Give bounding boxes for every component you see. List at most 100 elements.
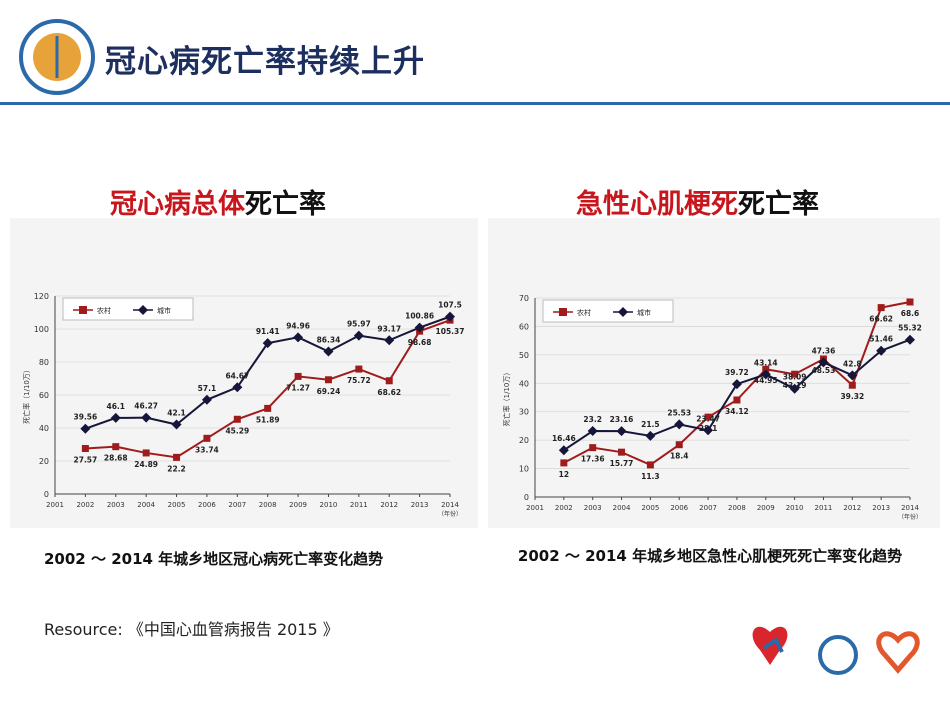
point xyxy=(733,396,741,404)
x-tick-label: 2004 xyxy=(137,501,155,509)
y-tick-label: 70 xyxy=(519,294,529,303)
point xyxy=(731,379,742,390)
x-tick-label: 2011 xyxy=(350,501,368,509)
chart-bg xyxy=(10,218,478,528)
data-label: 27.57 xyxy=(74,456,98,465)
data-label: 93.17 xyxy=(377,324,401,333)
legend-label: 城市 xyxy=(637,308,651,317)
data-label: 33.74 xyxy=(195,445,219,454)
point xyxy=(905,334,915,345)
footer-logo xyxy=(876,631,920,674)
point xyxy=(675,441,683,449)
data-label: 22.2 xyxy=(167,464,186,473)
y-tick-label: 0 xyxy=(44,490,49,499)
chart-title-black: 死亡率 xyxy=(245,189,326,220)
slide-title: 冠心病死亡率持续上升 xyxy=(105,44,425,80)
chart-caption: 2002 ～ 2014 年城乡地区冠心病死亡率变化趋势 xyxy=(44,550,384,568)
point xyxy=(789,383,800,394)
chart-title-red: 冠心病总体 xyxy=(110,189,245,220)
data-label: 47.36 xyxy=(812,346,836,355)
point xyxy=(264,404,272,412)
legend-label: 农村 xyxy=(577,308,591,317)
data-label: 23.2 xyxy=(583,415,602,424)
legend-marker xyxy=(618,307,628,317)
x-tick-label: 2005 xyxy=(168,501,186,509)
data-label: 42.8 xyxy=(843,359,862,368)
data-label: 71.27 xyxy=(286,383,310,392)
data-label: 68.6 xyxy=(901,309,920,318)
header-rule xyxy=(0,102,950,105)
point xyxy=(201,394,212,405)
data-label: 51.46 xyxy=(869,335,893,344)
data-label: 21.5 xyxy=(641,420,660,429)
legend-box xyxy=(62,297,194,321)
data-label: 39.32 xyxy=(840,392,864,401)
legend-box xyxy=(542,299,674,323)
point xyxy=(141,412,152,423)
data-label: 46.1 xyxy=(107,402,126,411)
data-label: 91.41 xyxy=(256,327,280,336)
x-tick-label: 2001 xyxy=(46,501,64,509)
point xyxy=(171,419,182,430)
point xyxy=(173,453,181,461)
point xyxy=(762,365,770,373)
y-tick-label: 20 xyxy=(39,457,49,466)
point xyxy=(818,357,829,368)
data-label: 57.1 xyxy=(198,384,217,393)
x-axis-label: （年份） xyxy=(438,510,462,518)
x-tick-label: 2009 xyxy=(289,501,307,509)
y-tick-label: 40 xyxy=(39,424,49,433)
point xyxy=(618,448,626,456)
data-label: 69.24 xyxy=(317,387,341,396)
y-tick-label: 50 xyxy=(519,351,529,360)
point xyxy=(110,412,121,423)
data-label: 68.62 xyxy=(377,388,401,397)
data-label: 48.53 xyxy=(812,366,836,375)
y-tick-label: 40 xyxy=(519,379,529,388)
data-label: 66.62 xyxy=(869,315,893,324)
resource-note: Resource: 《中国心血管病报告 2015 》 xyxy=(44,620,339,639)
data-label: 51.89 xyxy=(256,415,280,424)
y-tick-label: 30 xyxy=(519,408,529,417)
x-axis-label: （年份） xyxy=(898,513,922,521)
data-label: 23.47 xyxy=(696,414,720,423)
data-label: 95.97 xyxy=(347,320,371,329)
point xyxy=(703,425,714,436)
point xyxy=(646,461,654,469)
point xyxy=(232,382,243,393)
y-tick-label: 20 xyxy=(519,436,529,445)
point xyxy=(877,304,885,312)
point xyxy=(847,370,858,381)
x-tick-label: 2014 xyxy=(901,504,919,512)
data-label: 75.72 xyxy=(347,376,371,385)
data-label: 44.95 xyxy=(754,376,778,385)
data-label: 17.36 xyxy=(581,455,605,464)
data-label: 39.56 xyxy=(74,413,98,422)
data-label: 23.16 xyxy=(610,415,634,424)
legend-marker xyxy=(559,308,567,316)
point xyxy=(385,377,393,385)
point xyxy=(353,330,364,341)
x-tick-label: 2010 xyxy=(320,501,338,509)
data-label: 86.34 xyxy=(317,336,341,345)
point xyxy=(80,423,91,434)
x-tick-label: 2001 xyxy=(526,504,544,512)
footer-logo xyxy=(752,626,788,665)
x-tick-label: 2013 xyxy=(411,501,429,509)
x-tick-label: 2005 xyxy=(641,504,659,512)
x-tick-label: 2013 xyxy=(872,504,890,512)
point xyxy=(560,459,568,467)
y-tick-label: 10 xyxy=(519,465,529,474)
point xyxy=(414,322,425,333)
legend-label: 农村 xyxy=(97,306,111,315)
point xyxy=(293,332,304,343)
footer-logo xyxy=(818,635,858,675)
y-axis-label: 死亡率（1/10万） xyxy=(22,366,31,424)
point xyxy=(384,335,395,346)
data-label: 18.4 xyxy=(670,452,689,461)
chart-title-black: 死亡率 xyxy=(738,189,819,220)
chart-bg xyxy=(488,218,940,528)
point xyxy=(674,419,685,430)
point xyxy=(142,449,150,457)
